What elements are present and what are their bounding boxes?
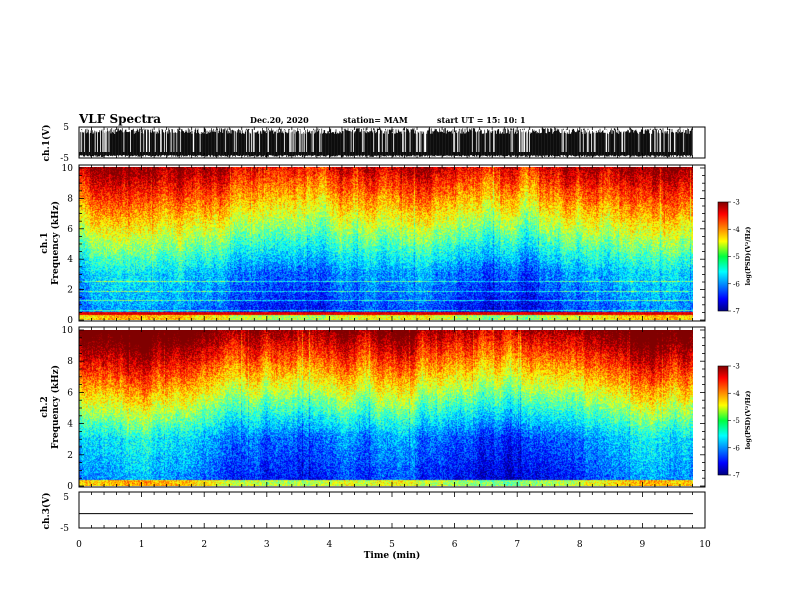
colorbar-tick-label: -3 xyxy=(733,363,740,371)
ch2-channel-label: ch.2 xyxy=(40,396,50,417)
time-axis-tick-labels: 0 1 2 3 4 5 6 7 8 9 10 xyxy=(76,540,711,550)
colorbar-tick-label: -6 xyxy=(733,280,740,288)
ch2-frequency-ylabel: Frequency (kHz) xyxy=(50,365,61,449)
ch1-colorbar xyxy=(717,201,729,312)
ch1-ytick-neg5: -5 xyxy=(60,154,69,164)
ch1-channel-label: ch.1 xyxy=(40,232,50,253)
ch3-waveform-xticks xyxy=(78,492,706,528)
ch2-spectrogram-xticks xyxy=(78,327,706,487)
ch1-colorbar-ticks: -3 -4 -5 -6 -7 xyxy=(728,199,740,316)
ch1-waveform-xticks xyxy=(78,127,706,158)
ch1-waveform-trace xyxy=(79,128,693,157)
station-label: station= MAM xyxy=(343,115,408,125)
ch3-ytick-5: 5 xyxy=(63,493,69,503)
ch1-spectrogram-image xyxy=(79,167,693,320)
colorbar-tick-label: -4 xyxy=(733,390,740,398)
frequency-tick-label: 4 xyxy=(67,255,73,265)
ch3-waveform-panel: 5 -5 ch.3(V) 0 1 2 3 4 5 6 7 8 9 10 Time (min) xyxy=(41,491,711,561)
ch3-waveform-frame xyxy=(78,491,706,529)
colorbar-tick-label: -5 xyxy=(733,253,740,261)
colorbar-tick-label: -7 xyxy=(733,308,740,316)
frequency-tick-label: 10 xyxy=(62,326,74,336)
ch3-ytick-neg5: -5 xyxy=(60,524,69,534)
ch1-waveform-panel: 5 -5 ch.1(V) xyxy=(41,123,706,164)
x-tick-label: 4 xyxy=(327,540,333,550)
frequency-tick-label: 10 xyxy=(62,164,74,174)
x-tick-label: 8 xyxy=(577,540,583,550)
colorbar-tick-label: -5 xyxy=(733,417,740,425)
x-tick-label: 6 xyxy=(452,540,458,550)
time-axis-label: Time (min) xyxy=(364,550,421,561)
ch2-colorbar-ticks: -3 -4 -5 -6 -7 xyxy=(728,363,740,480)
ch1-frequency-ylabel: Frequency (kHz) xyxy=(50,201,61,285)
x-tick-label: 0 xyxy=(76,540,82,550)
colorbar-tick-label: -4 xyxy=(733,226,740,234)
x-tick-label: 3 xyxy=(264,540,270,550)
ch2-spectrogram-image xyxy=(79,330,693,486)
ch1-frequency-yticks: 0 2 4 6 8 10 xyxy=(62,164,705,326)
frequency-tick-label: 4 xyxy=(67,420,73,430)
frequency-tick-label: 0 xyxy=(67,482,73,492)
start-time-label: start UT = 15: 10: 1 xyxy=(437,115,526,125)
frequency-tick-label: 8 xyxy=(67,357,73,367)
ch2-colorbar xyxy=(717,365,729,476)
frequency-tick-label: 0 xyxy=(67,316,73,326)
x-tick-label: 7 xyxy=(514,540,520,550)
x-tick-label: 2 xyxy=(201,540,207,550)
colorbar-tick-label: -7 xyxy=(733,472,740,480)
frequency-tick-label: 6 xyxy=(67,388,73,398)
x-tick-label: 9 xyxy=(640,540,646,550)
frequency-tick-label: 6 xyxy=(67,225,73,235)
ch1-ytick-5: 5 xyxy=(63,123,69,133)
frequency-tick-label: 2 xyxy=(67,286,73,296)
ch2-frequency-yticks: 0 2 4 6 8 10 xyxy=(62,326,705,492)
colorbar-tick-label: -3 xyxy=(733,199,740,207)
frequency-tick-label: 2 xyxy=(67,451,73,461)
ch3-waveform-ylabel: ch.3(V) xyxy=(41,493,52,530)
ch1-waveform-ylabel: ch.1(V) xyxy=(41,125,52,162)
ch1-spectrogram-xticks xyxy=(78,165,706,321)
colorbar-tick-label: -6 xyxy=(733,444,740,452)
ch2-colorbar-label: log(PSD)(V²/Hz) xyxy=(744,391,752,450)
x-tick-label: 5 xyxy=(389,540,395,550)
figure-title: VLF Spectra xyxy=(78,112,161,126)
x-tick-label: 1 xyxy=(139,540,145,550)
frequency-tick-label: 8 xyxy=(67,194,73,204)
date-label: Dec.20, 2020 xyxy=(250,115,309,125)
x-tick-label: 10 xyxy=(699,540,711,550)
ch1-colorbar-label: log(PSD)(V²/Hz) xyxy=(744,227,752,286)
